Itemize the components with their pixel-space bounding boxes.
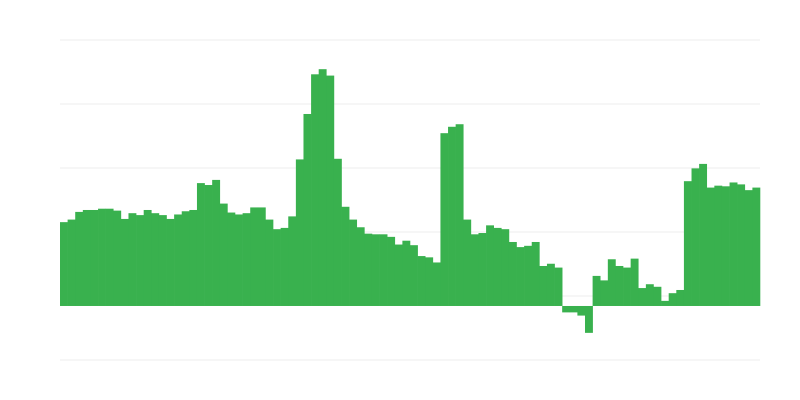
bar-69 [585,305,593,333]
bar-59 [508,241,517,306]
bar-45 [402,240,411,306]
bar-11 [143,209,152,306]
bar-12 [151,213,160,306]
bar-73 [615,265,624,306]
bar-46 [410,245,418,306]
bar-74 [623,267,631,306]
bar-38 [349,219,358,306]
bar-26 [257,207,266,306]
bar-51 [448,126,456,306]
bar-82 [683,181,692,306]
bar-24 [242,213,251,306]
bar-84 [699,163,708,306]
bar-6 [105,208,114,306]
bar-53 [463,219,472,306]
bar-8 [120,218,129,306]
bar-48 [425,257,434,306]
bar-32 [303,113,312,306]
bar-54 [470,234,479,306]
bar-42 [379,234,388,306]
bar-37 [341,206,350,306]
bar-61 [524,245,533,306]
bar-83 [691,168,700,306]
bar-68 [577,305,586,316]
bar-3 [82,209,91,306]
bar-87 [721,186,730,306]
bar-86 [714,185,723,306]
bar-35 [326,75,335,306]
bar-14 [166,218,175,306]
bar-67 [569,305,578,313]
bar-7 [113,210,122,306]
bar-1 [67,219,76,306]
bar-20 [212,179,221,306]
bar-62 [531,241,540,306]
bar-0 [60,222,68,306]
bar-55 [478,233,487,306]
bar-91 [752,187,761,306]
bar-63 [539,265,548,306]
bar-65 [554,267,563,306]
bar-39 [356,227,365,306]
bar-52 [455,124,464,306]
bar-9 [128,213,137,306]
bar-29 [280,227,289,306]
bar-13 [158,215,167,306]
bar-90 [744,190,753,306]
bar-18 [196,183,205,306]
bar-71 [600,280,609,306]
bar-81 [676,289,685,306]
bar-30 [288,216,297,306]
bar-19 [204,185,213,306]
bar-31 [295,159,304,306]
gridlines [60,39,760,361]
bar-79 [661,300,669,306]
bar-34 [318,69,327,306]
bar-2 [75,211,84,306]
bar-43 [387,236,396,306]
bar-16 [181,211,190,306]
bar-57 [493,227,502,306]
bar-72 [607,259,616,306]
bar-64 [546,263,555,306]
bar-77 [645,284,654,306]
bar-70 [592,275,601,306]
bar-89 [737,184,746,306]
bar-56 [486,225,494,306]
bar-60 [516,247,525,306]
bar-33 [311,74,319,306]
bar-85 [706,187,715,306]
bar-66 [562,305,571,313]
bar-27 [265,219,274,306]
bar-80 [668,293,677,306]
bar-41 [371,234,380,306]
bar-22 [227,212,236,306]
bar-76 [638,288,647,306]
bar-15 [174,214,183,306]
bar-50 [440,133,449,306]
bar-78 [653,286,662,306]
bar-23 [235,214,243,306]
bar-17 [189,209,198,306]
bar-4 [90,209,99,306]
bar-25 [250,207,259,306]
bar-28 [273,229,281,306]
bar-40 [364,233,373,306]
bar-49 [432,262,441,306]
bar-58 [501,229,510,306]
bar-75 [630,258,639,306]
bar-10 [136,215,144,306]
bar-88 [729,182,738,306]
bar-36 [333,158,342,306]
bar-5 [98,208,106,306]
bars [60,69,761,333]
bar-47 [417,256,426,306]
bar-21 [219,203,228,306]
bar-44 [394,244,403,306]
